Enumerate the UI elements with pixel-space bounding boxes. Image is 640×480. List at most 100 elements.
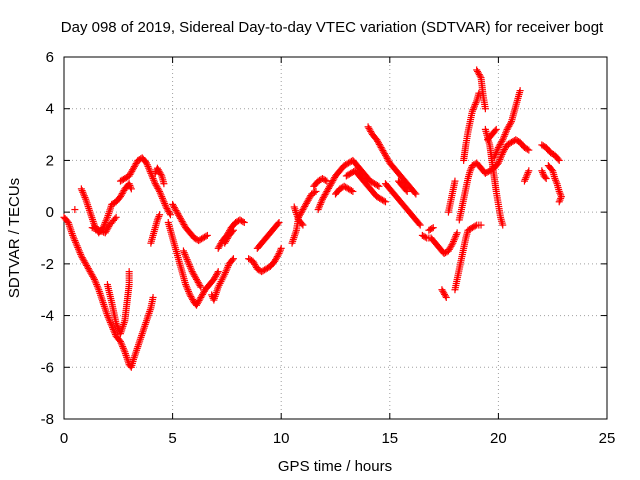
data-point — [88, 224, 96, 232]
data-point — [452, 231, 460, 239]
data-point — [411, 189, 419, 197]
data-point — [187, 264, 195, 272]
data-point — [314, 206, 322, 214]
axis-tick-labels: 0 5 10 15 20 25 -8 -6 -4 -2 0 2 4 6 — [41, 49, 616, 447]
data-point — [380, 197, 388, 205]
chart-title: Day 098 of 2019, Sidereal Day-to-day VTE… — [61, 19, 604, 36]
data-point — [476, 72, 484, 80]
data-point — [145, 166, 153, 174]
y-tick-label: -2 — [41, 256, 54, 273]
data-point — [469, 106, 477, 114]
data-point — [156, 187, 164, 195]
data-point — [557, 193, 565, 201]
data-point — [69, 231, 77, 239]
data-point — [120, 346, 128, 354]
y-axis-label: SDTVAR / TECUs — [6, 178, 23, 298]
data-point — [415, 220, 423, 228]
data-point — [125, 268, 133, 276]
data-point — [497, 152, 505, 160]
data-point — [185, 261, 193, 269]
data-point — [74, 245, 82, 253]
data-point — [108, 322, 116, 330]
data-point — [311, 188, 319, 196]
y-tick-label: 4 — [46, 101, 54, 118]
data-point — [556, 189, 564, 197]
data-point — [106, 318, 114, 326]
data-point — [524, 168, 532, 176]
data-point — [182, 281, 190, 289]
data-point — [552, 176, 560, 184]
data-point — [428, 225, 436, 233]
data-point — [223, 265, 231, 273]
data-point — [203, 231, 211, 239]
data-point — [118, 341, 126, 349]
data-point — [91, 277, 99, 285]
data-point — [323, 177, 331, 185]
data-point — [80, 190, 88, 198]
data-point — [155, 186, 163, 194]
data-point — [184, 286, 192, 294]
data-point — [471, 102, 479, 110]
data-point — [90, 274, 98, 282]
data-point — [507, 119, 515, 127]
data-point — [523, 170, 531, 178]
y-tick-label: 2 — [46, 152, 54, 169]
data-point — [109, 325, 117, 333]
data-point — [494, 159, 502, 167]
data-point — [91, 225, 99, 233]
data-point — [321, 176, 329, 184]
data-point — [491, 127, 499, 135]
data-point — [81, 193, 89, 201]
data-point — [548, 165, 556, 173]
data-point — [274, 220, 282, 228]
data-point — [158, 194, 166, 202]
data-point — [521, 175, 529, 183]
data-point — [153, 216, 161, 224]
data-point — [276, 248, 284, 256]
data-point — [416, 221, 424, 229]
data-point — [110, 327, 118, 335]
data-point — [276, 246, 284, 254]
data-point — [516, 87, 524, 95]
data-point — [119, 344, 127, 352]
data-point — [539, 168, 547, 176]
data-point — [109, 324, 117, 332]
x-tick-label: 25 — [599, 430, 616, 447]
y-tick-label: 0 — [46, 204, 54, 221]
data-point — [78, 187, 86, 195]
data-point — [69, 233, 77, 241]
data-point — [450, 237, 458, 245]
data-point — [92, 279, 100, 287]
data-point — [471, 100, 479, 108]
data-point — [523, 172, 531, 180]
data-point — [470, 104, 478, 112]
data-point — [429, 224, 437, 232]
x-tick-label: 10 — [273, 430, 290, 447]
data-point — [318, 197, 326, 205]
data-point — [275, 218, 283, 226]
data-point — [103, 312, 111, 320]
data-point — [240, 218, 248, 226]
data-point — [494, 145, 502, 153]
data-point — [275, 250, 283, 258]
data-point — [222, 267, 230, 275]
data-point — [155, 212, 163, 220]
data-point — [117, 339, 125, 347]
data-point — [112, 319, 120, 327]
data-point — [421, 233, 429, 241]
data-point — [202, 232, 210, 240]
data-point — [156, 189, 164, 197]
data-point — [94, 284, 102, 292]
data-point — [402, 186, 410, 194]
data-point — [499, 221, 507, 229]
data-point — [149, 293, 157, 301]
data-point — [71, 206, 79, 214]
data-point — [180, 249, 188, 257]
data-point — [467, 165, 475, 173]
data-point — [555, 156, 563, 164]
data-point — [452, 232, 460, 240]
data-point — [522, 174, 530, 182]
data-point — [555, 187, 563, 195]
data-point — [166, 209, 174, 217]
